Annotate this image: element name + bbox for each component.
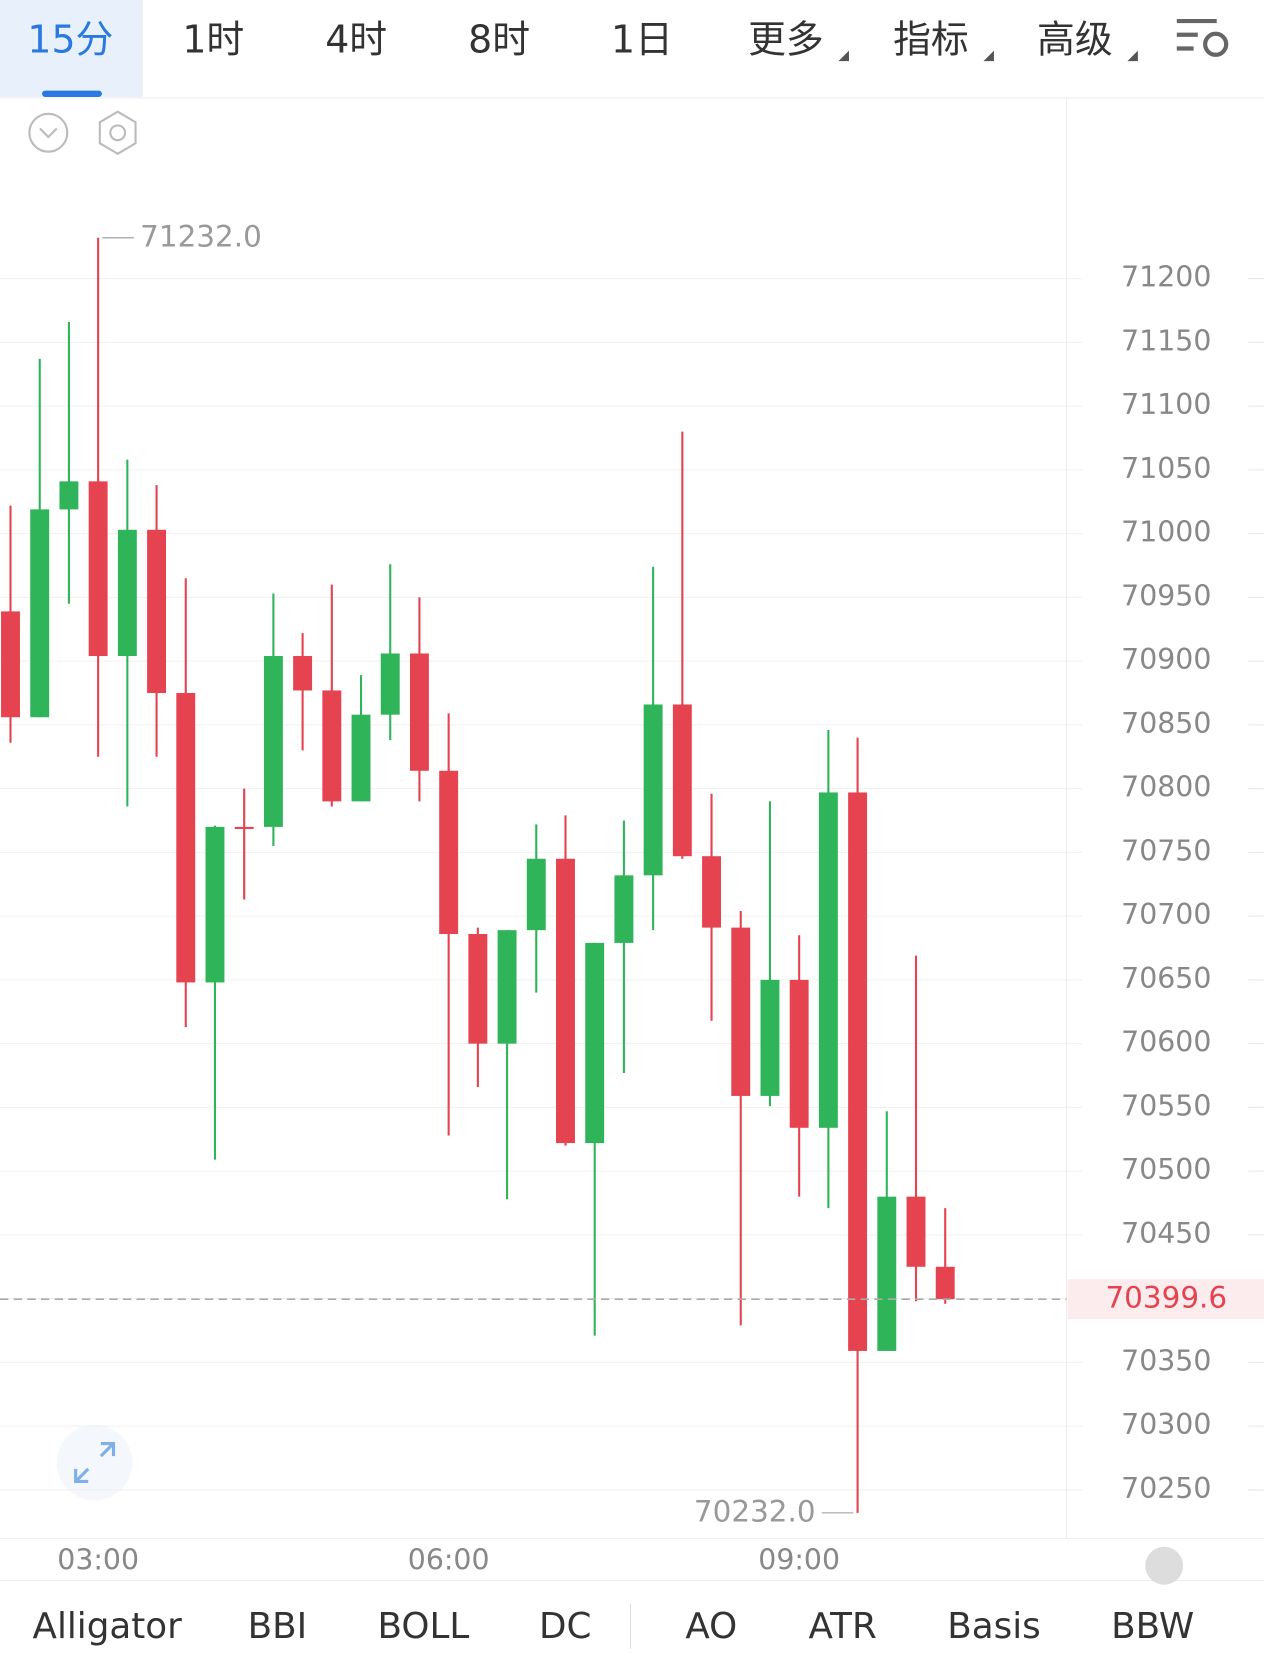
candle-body (147, 529, 167, 694)
y-tick-label: 70800 (1121, 771, 1211, 804)
y-tick-label: 70550 (1121, 1089, 1211, 1122)
candle-body (906, 1196, 926, 1267)
candle-body (380, 653, 400, 715)
candle-body (176, 693, 196, 983)
timeframe-tab[interactable]: 8时 (468, 18, 530, 62)
candle-body (1, 611, 20, 718)
timeframe-tab[interactable]: 高级 (1037, 18, 1113, 62)
timeframe-tab[interactable]: 1时 (182, 18, 244, 62)
last-price-label: 70399.6 (1105, 1281, 1227, 1315)
dropdown-caret (838, 50, 849, 62)
candle-body (585, 942, 605, 1144)
candle-body (293, 656, 313, 691)
x-tick-label: 09:00 (758, 1544, 840, 1577)
candle-body (351, 714, 371, 802)
y-tick-label: 70950 (1121, 579, 1211, 612)
y-tick-label: 70250 (1121, 1472, 1211, 1505)
y-tick-label: 71050 (1121, 452, 1211, 485)
candle-body (789, 979, 809, 1128)
timeframe-tab[interactable]: 指标 (893, 18, 969, 62)
candle-body (526, 858, 546, 931)
candle-body (117, 529, 137, 657)
candle-body (88, 481, 108, 657)
candle-body (556, 858, 575, 1144)
timeframe-tab[interactable]: 15分 (27, 18, 113, 62)
candle-body (263, 656, 283, 827)
chevron (39, 127, 58, 139)
indicator-tab[interactable]: BBW (1111, 1606, 1194, 1647)
indicator-tab[interactable]: Alligator (33, 1606, 183, 1647)
y-tick-label: 70500 (1121, 1153, 1211, 1186)
x-tick-label: 06:00 (408, 1544, 490, 1577)
collapse-icon[interactable] (28, 112, 69, 153)
candle-body (672, 704, 692, 857)
high-marker-label: 71232.0 (140, 219, 262, 253)
y-tick-label: 70850 (1121, 707, 1211, 740)
y-tick-label: 71100 (1121, 388, 1211, 421)
candle-body (205, 826, 225, 983)
settings-menu[interactable] (1176, 18, 1229, 57)
y-tick-label: 70450 (1121, 1217, 1211, 1250)
candle-body (760, 979, 780, 1096)
expand-icon (74, 1441, 116, 1484)
indicator-tab[interactable]: ATR (809, 1606, 877, 1647)
timeframe-tab[interactable]: 1日 (611, 18, 673, 62)
x-tick-label: 03:00 (57, 1544, 139, 1577)
scroll-end-button[interactable] (1145, 1546, 1184, 1585)
active-tab-bg (0, 0, 143, 97)
candle-body (935, 1266, 955, 1300)
y-tick-label: 70600 (1121, 1026, 1211, 1059)
settings-hole (109, 124, 127, 142)
candle-body (439, 770, 459, 934)
expand-button[interactable] (56, 1424, 133, 1501)
dropdown-caret (1127, 50, 1138, 62)
candle-body (848, 792, 868, 1351)
icon-gear (1203, 31, 1229, 57)
chart-tools[interactable] (28, 110, 137, 156)
indicator-tab[interactable]: BBI (248, 1606, 308, 1647)
candle-body (614, 875, 634, 943)
candle-body (731, 927, 751, 1096)
candle-body (468, 933, 488, 1044)
candle-body (818, 792, 838, 1128)
y-tick-label: 71200 (1121, 261, 1211, 294)
y-tick-label: 71150 (1121, 324, 1211, 357)
candle-body (409, 653, 429, 771)
candle-body (643, 704, 663, 876)
y-tick-label: 70750 (1121, 834, 1211, 867)
y-tick-label: 71000 (1121, 516, 1211, 549)
y-tick-label: 70350 (1121, 1344, 1211, 1377)
indicator-tab[interactable]: BOLL (378, 1606, 470, 1647)
low-marker-label: 70232.0 (694, 1494, 816, 1528)
candle-body (322, 690, 342, 802)
dropdown-caret (983, 50, 994, 62)
y-tick-label: 70300 (1121, 1408, 1211, 1441)
settings-icon[interactable] (98, 110, 137, 156)
candle-body (877, 1196, 897, 1351)
candle-body (59, 481, 79, 510)
timeframe-tab[interactable]: 更多 (748, 18, 824, 62)
timeframe-tab[interactable]: 4时 (325, 18, 387, 62)
indicator-tab[interactable]: Basis (947, 1606, 1041, 1647)
last-price-box (1067, 1279, 1264, 1320)
y-tick-label: 70900 (1121, 643, 1211, 676)
candle-body (497, 930, 517, 1044)
candle-body (234, 826, 254, 829)
active-tab-indicator (42, 90, 102, 97)
indicator-tab[interactable]: DC (539, 1606, 591, 1647)
y-tick-label: 70650 (1121, 962, 1211, 995)
candle-body (30, 509, 50, 718)
y-tick-label: 70700 (1121, 898, 1211, 931)
indicator-tab[interactable]: AO (685, 1606, 737, 1647)
candle-body (702, 856, 721, 928)
